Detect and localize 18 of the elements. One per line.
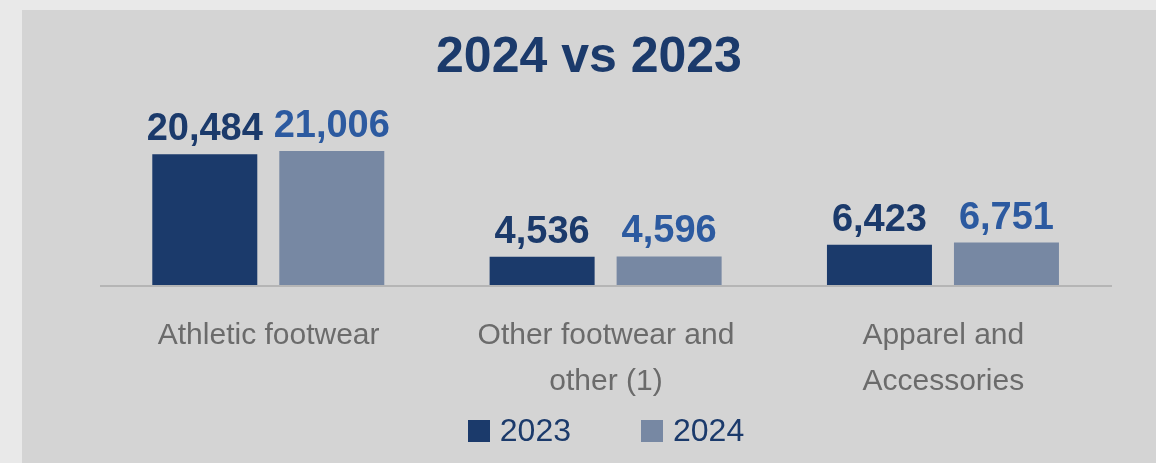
bar	[616, 256, 722, 286]
bar	[826, 244, 932, 286]
x-tick-label: Athletic footwear	[157, 317, 380, 350]
bar	[279, 151, 385, 286]
bar	[152, 154, 258, 286]
x-tick-label: Other footwear and other (1)	[477, 317, 735, 396]
legend-label: 2023	[499, 412, 571, 449]
bar	[489, 256, 595, 286]
data-label: 21,006	[273, 103, 390, 145]
data-label: 6,751	[958, 194, 1054, 237]
data-label: 20,484	[146, 106, 263, 149]
data-label: 4,596	[621, 208, 717, 251]
bar	[953, 242, 1059, 286]
legend-label: 2024	[673, 412, 745, 449]
x-tick-label: Apparel and Accessories	[862, 317, 1025, 396]
chart-title: 2024 vs 2023	[435, 26, 743, 84]
data-label: 4,536	[494, 208, 590, 251]
data-label: 6,423	[831, 196, 927, 239]
